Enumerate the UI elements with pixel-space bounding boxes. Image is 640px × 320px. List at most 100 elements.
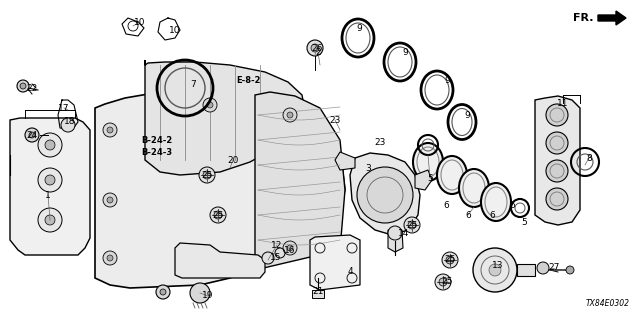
Circle shape <box>103 123 117 137</box>
Text: 9: 9 <box>356 23 362 33</box>
Ellipse shape <box>546 188 568 210</box>
Circle shape <box>489 264 501 276</box>
Polygon shape <box>310 235 360 290</box>
Polygon shape <box>175 243 265 278</box>
Text: 6: 6 <box>465 211 471 220</box>
Text: 7: 7 <box>190 79 196 89</box>
Text: 1: 1 <box>45 190 51 199</box>
Text: 25: 25 <box>442 277 452 286</box>
Text: 25: 25 <box>444 255 456 265</box>
Polygon shape <box>10 118 90 255</box>
Text: 13: 13 <box>492 260 504 269</box>
Circle shape <box>210 207 226 223</box>
Ellipse shape <box>459 169 489 207</box>
Circle shape <box>156 285 170 299</box>
Text: 6: 6 <box>443 201 449 210</box>
Text: 23: 23 <box>330 116 340 124</box>
Circle shape <box>207 262 213 268</box>
Circle shape <box>103 193 117 207</box>
Text: FR.: FR. <box>573 13 594 23</box>
Circle shape <box>38 168 62 192</box>
Circle shape <box>207 102 213 108</box>
Text: 6: 6 <box>489 211 495 220</box>
Polygon shape <box>415 170 432 190</box>
Polygon shape <box>535 96 580 225</box>
Text: 22: 22 <box>26 84 38 92</box>
Circle shape <box>17 80 29 92</box>
Polygon shape <box>388 230 403 252</box>
Text: 24: 24 <box>26 131 38 140</box>
Polygon shape <box>335 152 355 170</box>
Text: 6: 6 <box>509 201 515 210</box>
Circle shape <box>287 245 293 251</box>
Circle shape <box>307 40 323 56</box>
Circle shape <box>262 252 274 264</box>
Text: 23: 23 <box>374 138 386 147</box>
Text: 11: 11 <box>557 99 569 108</box>
Text: B-24-3: B-24-3 <box>141 148 173 156</box>
Text: 10: 10 <box>169 26 180 35</box>
Circle shape <box>29 132 35 138</box>
Circle shape <box>442 252 458 268</box>
Text: 15: 15 <box>270 253 282 262</box>
Circle shape <box>408 221 416 229</box>
Circle shape <box>214 211 222 219</box>
Circle shape <box>160 289 166 295</box>
Circle shape <box>25 128 39 142</box>
Text: 17: 17 <box>58 103 70 113</box>
FancyArrow shape <box>598 11 626 25</box>
Circle shape <box>435 274 451 290</box>
Circle shape <box>107 197 113 203</box>
Circle shape <box>199 167 215 183</box>
Text: 14: 14 <box>398 228 410 237</box>
Circle shape <box>107 255 113 261</box>
Circle shape <box>61 118 75 132</box>
Ellipse shape <box>413 143 443 181</box>
Text: 16: 16 <box>284 245 296 254</box>
Ellipse shape <box>437 156 467 194</box>
Circle shape <box>566 266 574 274</box>
Circle shape <box>404 217 420 233</box>
Circle shape <box>45 140 55 150</box>
Text: 5: 5 <box>521 218 527 227</box>
Circle shape <box>311 44 319 52</box>
Text: 21: 21 <box>312 286 324 295</box>
Circle shape <box>283 241 297 255</box>
Text: 9: 9 <box>444 76 450 84</box>
Circle shape <box>103 251 117 265</box>
Bar <box>312 290 324 298</box>
Circle shape <box>473 248 517 292</box>
Text: 18: 18 <box>64 116 76 125</box>
Polygon shape <box>145 60 305 175</box>
Circle shape <box>537 262 549 274</box>
Text: 20: 20 <box>227 156 239 164</box>
Text: 9: 9 <box>402 47 408 57</box>
Text: 19: 19 <box>202 292 214 300</box>
Text: 3: 3 <box>365 164 371 172</box>
Polygon shape <box>95 90 345 288</box>
Bar <box>517 264 535 276</box>
Circle shape <box>439 278 447 286</box>
Text: 25: 25 <box>212 211 224 220</box>
Circle shape <box>203 171 211 179</box>
Circle shape <box>388 226 402 240</box>
Text: 26: 26 <box>311 44 323 52</box>
Circle shape <box>287 112 293 118</box>
Circle shape <box>283 108 297 122</box>
Circle shape <box>357 167 413 223</box>
Circle shape <box>446 256 454 264</box>
Ellipse shape <box>546 132 568 154</box>
Ellipse shape <box>546 160 568 182</box>
Polygon shape <box>350 153 420 235</box>
Text: 8: 8 <box>586 154 592 163</box>
Text: 4: 4 <box>347 268 353 276</box>
Circle shape <box>203 258 217 272</box>
Ellipse shape <box>546 104 568 126</box>
Text: B-24-2: B-24-2 <box>141 135 173 145</box>
Circle shape <box>20 83 26 89</box>
Circle shape <box>45 215 55 225</box>
Text: 2: 2 <box>315 47 321 57</box>
Circle shape <box>38 133 62 157</box>
Text: 25: 25 <box>406 220 418 229</box>
Text: 12: 12 <box>271 241 283 250</box>
